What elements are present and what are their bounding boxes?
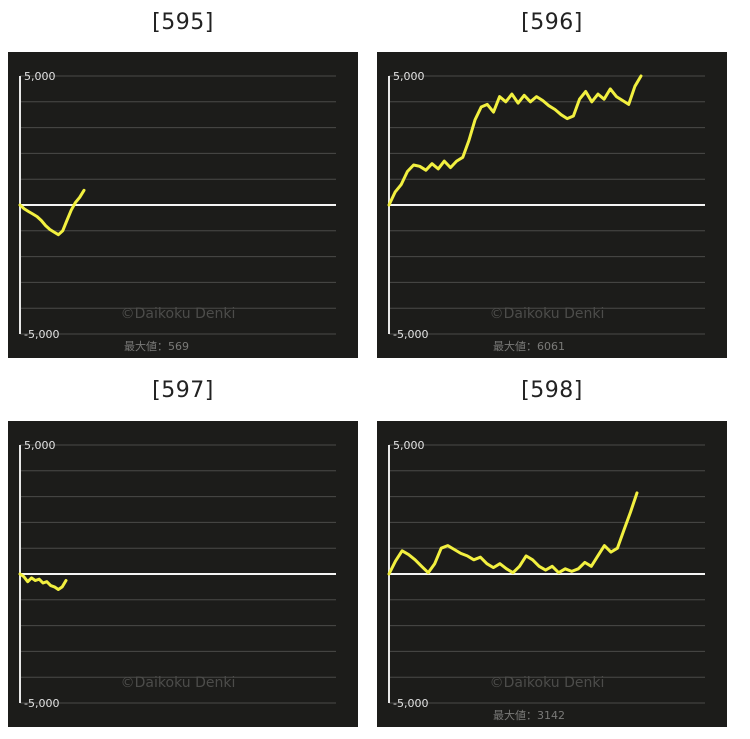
watermark-text: ©Daikoku Denki xyxy=(490,306,605,322)
max-value-label: 最大値：3142 xyxy=(493,708,565,722)
y-tick-label: -5,000 xyxy=(393,697,428,710)
max-value-label: 最大値：569 xyxy=(124,339,189,353)
watermark-text: ©Daikoku Denki xyxy=(490,675,605,691)
series-line xyxy=(387,491,639,576)
chart-panel-595: 5,000 -5,000 ©Daikoku Denki 最大値：569 xyxy=(8,52,358,358)
y-tick-label: -5,000 xyxy=(393,328,428,341)
chart-svg-598: 5,000 -5,000 ©Daikoku Denki 最大値：3142 xyxy=(387,439,705,722)
watermark-text: ©Daikoku Denki xyxy=(121,675,236,691)
chart-title-596: [596] xyxy=(521,10,583,35)
series-line xyxy=(18,188,86,237)
chart-panel-596: 5,000 -5,000 ©Daikoku Denki 最大値：6061 xyxy=(377,52,727,358)
y-tick-label: 5,000 xyxy=(393,439,425,452)
chart-panel-597: 5,000 -5,000 ©Daikoku Denki xyxy=(8,421,358,727)
chart-title-595: [595] xyxy=(152,10,214,35)
chart-svg-596: 5,000 -5,000 ©Daikoku Denki 最大値：6061 xyxy=(387,70,705,353)
chart-title-598: [598] xyxy=(521,378,583,403)
y-tick-label: 5,000 xyxy=(24,70,56,83)
max-value-label: 最大値：6061 xyxy=(493,339,565,353)
chart-svg-597: 5,000 -5,000 ©Daikoku Denki xyxy=(18,439,336,710)
series-line xyxy=(18,572,68,591)
y-tick-label: 5,000 xyxy=(24,439,56,452)
series-line xyxy=(387,74,643,207)
y-tick-label: -5,000 xyxy=(24,328,59,341)
y-tick-label: -5,000 xyxy=(24,697,59,710)
y-tick-label: 5,000 xyxy=(393,70,425,83)
chart-svg-595: 5,000 -5,000 ©Daikoku Denki 最大値：569 xyxy=(18,70,336,353)
chart-panel-598: 5,000 -5,000 ©Daikoku Denki 最大値：3142 xyxy=(377,421,727,727)
chart-title-597: [597] xyxy=(152,378,214,403)
watermark-text: ©Daikoku Denki xyxy=(121,306,236,322)
